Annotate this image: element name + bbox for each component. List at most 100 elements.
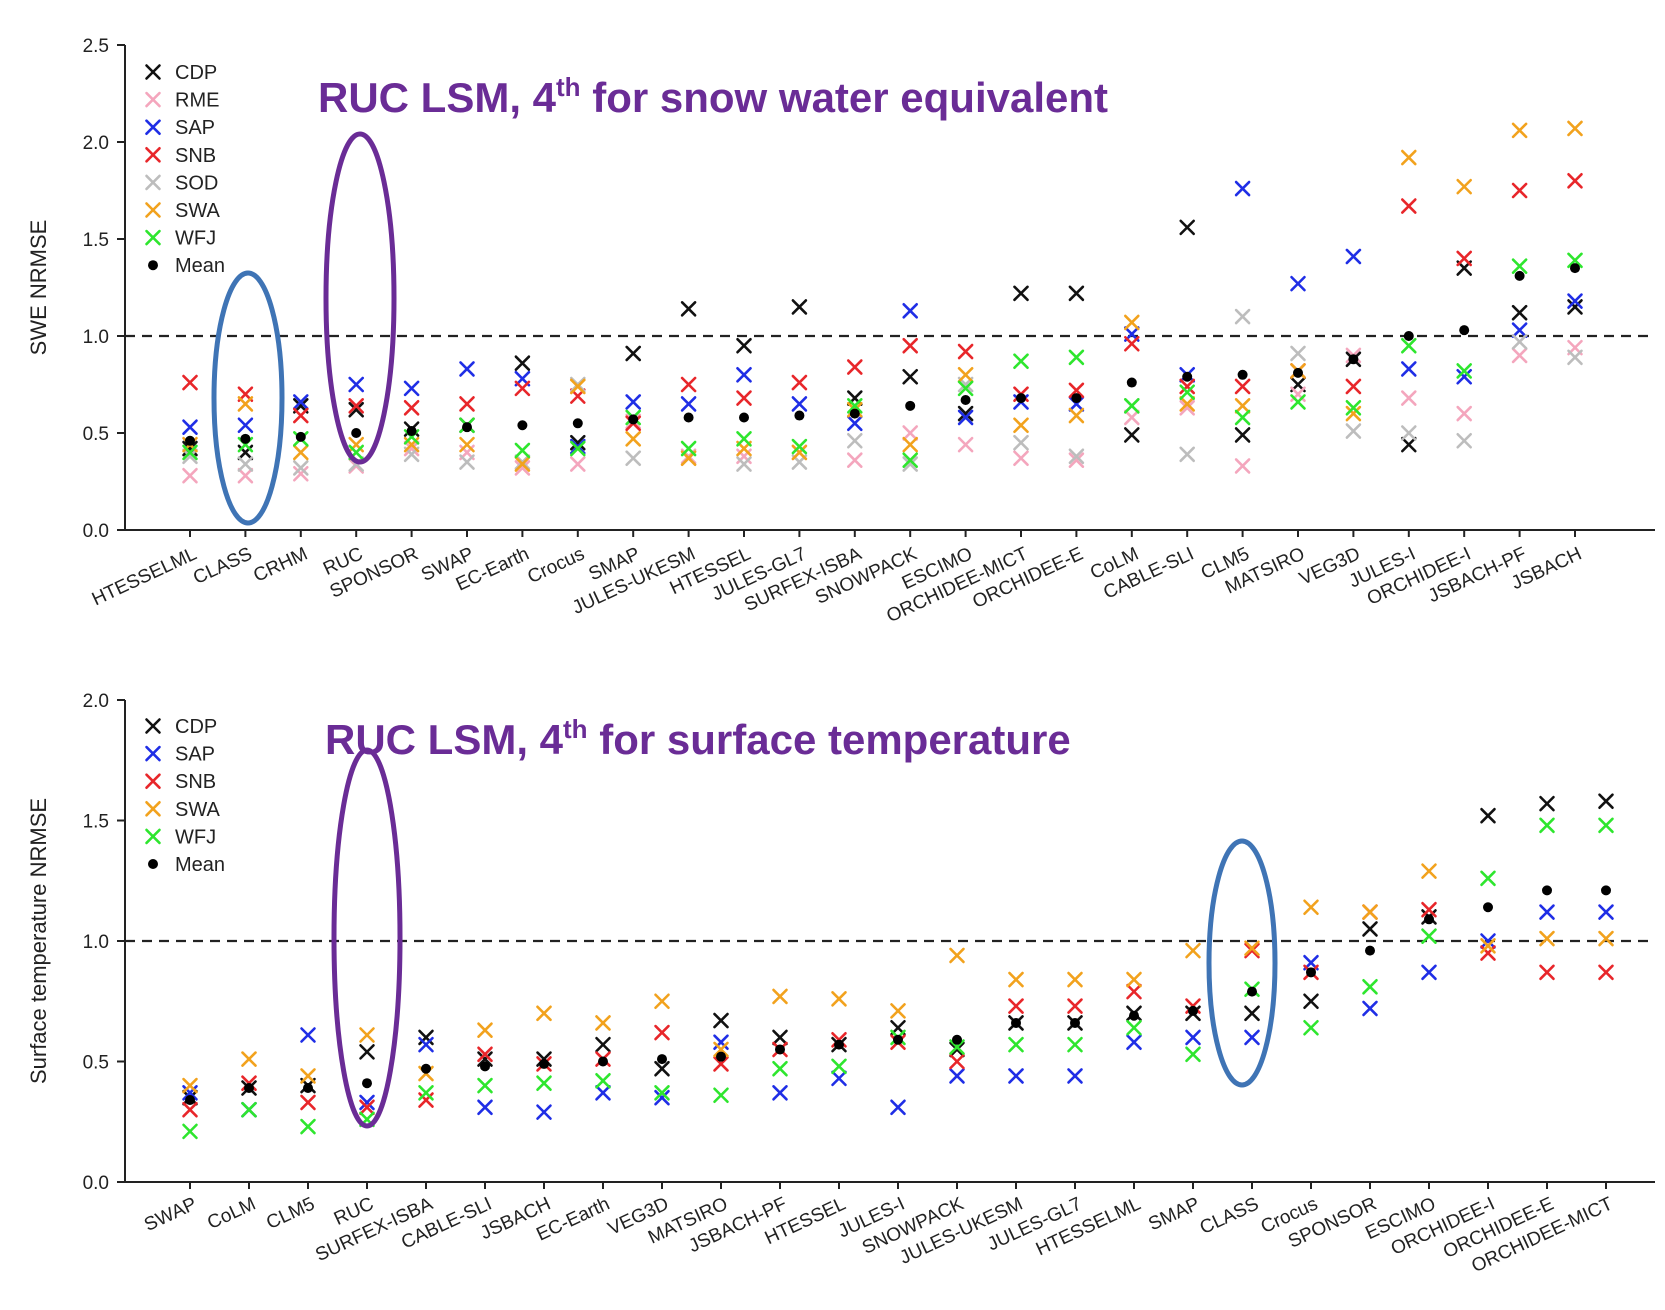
- mean-point: [1424, 914, 1434, 925]
- data-point-sod: [1401, 425, 1417, 441]
- legend-mean-marker: [148, 260, 158, 271]
- data-point-wfj: [1598, 817, 1614, 834]
- class-highlight-ellipse: [1206, 838, 1278, 1088]
- legend-entry: SAP: [175, 744, 215, 766]
- data-point-snb: [1401, 198, 1417, 214]
- ruc-highlight-ellipse: [323, 131, 397, 465]
- data-point-wfj: [300, 1118, 316, 1135]
- data-point-swa: [182, 1077, 198, 1094]
- data-point-sap: [595, 1085, 611, 1101]
- data-point-cdp: [1567, 299, 1583, 315]
- data-point-snb: [348, 398, 365, 414]
- data-point-cdp: [595, 1036, 611, 1053]
- data-point-rme: [1179, 399, 1195, 416]
- y-tick-label: 2.0: [83, 133, 109, 154]
- class-highlight-ellipse: [211, 270, 285, 526]
- data-point-rme: [902, 425, 919, 441]
- data-point-swa: [1456, 178, 1472, 195]
- data-point-snb: [1068, 382, 1085, 399]
- data-point-swa: [890, 1003, 906, 1019]
- mean-point: [362, 1078, 372, 1089]
- legend-entry: CDP: [175, 716, 217, 738]
- data-point-sod: [514, 454, 531, 470]
- data-point-sap: [1480, 933, 1496, 949]
- data-point-wfj: [1126, 1019, 1142, 1036]
- data-point-cdp: [680, 301, 697, 317]
- data-point-sod: [1013, 434, 1029, 451]
- legend: CDP RME SAP SNB SOD SWA WFJ Mean: [145, 62, 225, 277]
- mean-point: [295, 431, 306, 442]
- legend-entry: SNB: [175, 771, 216, 793]
- data-point-cdp: [1362, 921, 1378, 937]
- data-point-cdp: [1598, 793, 1614, 810]
- x-tick-label: SWAP: [141, 1193, 200, 1235]
- data-point-cdp: [902, 368, 919, 385]
- data-point-sod: [1068, 448, 1085, 465]
- data-point-sap: [1401, 361, 1417, 377]
- data-point-swa: [1068, 407, 1085, 424]
- data-point-rme: [846, 452, 863, 468]
- data-point-snb: [1008, 998, 1024, 1014]
- data-point-swa: [1185, 942, 1201, 959]
- mean-point: [1126, 377, 1137, 388]
- data-point-snb: [846, 359, 863, 375]
- panel-1: 0.0 0.5 1.0 1.5 2.0 2.5 SWE NRMSE HTESSELMLCLAS…: [26, 36, 1655, 627]
- data-point-cdp: [1244, 1005, 1260, 1022]
- data-point-swa: [625, 431, 642, 447]
- data-point-wfj: [1124, 398, 1140, 414]
- data-point-swa: [1179, 396, 1195, 412]
- data-point-sap: [292, 394, 309, 410]
- data-point-sap: [359, 1094, 375, 1111]
- y-tick-label: 0.5: [83, 1053, 109, 1074]
- mean-point: [421, 1063, 431, 1074]
- mean-point: [406, 426, 417, 437]
- data-point-snb: [403, 399, 420, 416]
- data-point-snb: [902, 337, 919, 354]
- mean-point: [739, 412, 749, 423]
- data-point-swa: [713, 1041, 729, 1058]
- data-point-snb: [949, 1053, 965, 1070]
- data-point-wfj: [1234, 409, 1251, 426]
- data-point-cdp: [957, 405, 974, 422]
- legend-entry: RME: [175, 90, 219, 112]
- x-tick-label: CLASS: [190, 543, 255, 588]
- legend-entry: WFJ: [175, 826, 216, 848]
- data-point-sap: [1511, 322, 1528, 338]
- data-point-sap: [536, 1104, 552, 1120]
- data-point-swa: [514, 456, 531, 472]
- data-point-wfj: [1480, 870, 1496, 887]
- mean-point: [794, 410, 805, 421]
- data-point-snb: [680, 376, 697, 393]
- data-point-wfj: [736, 431, 752, 447]
- data-point-cdp: [514, 355, 531, 371]
- data-point-swa: [1303, 899, 1319, 916]
- data-point-sap: [772, 1085, 788, 1101]
- data-point-sod: [459, 454, 475, 470]
- mean-point: [628, 414, 639, 425]
- mean-point: [1237, 369, 1248, 380]
- data-point-cdp: [713, 1012, 729, 1029]
- data-point-wfj: [1456, 363, 1472, 379]
- data-point-swa: [237, 396, 254, 412]
- data-point-snb: [1480, 945, 1496, 961]
- data-point-wfj: [1421, 928, 1437, 944]
- data-point-snb: [1124, 335, 1140, 352]
- data-point-rme: [957, 436, 974, 453]
- annotation-title: RUC LSM, 4th for snow water equivalent: [318, 72, 1108, 121]
- data-point-sap: [654, 1089, 670, 1106]
- legend-marker-snb: [145, 147, 161, 163]
- mean-point: [834, 1039, 844, 1050]
- mean-point: [1011, 1017, 1021, 1028]
- data-point-cdp: [791, 299, 808, 315]
- legend-marker-snb: [145, 773, 161, 790]
- data-point-snb: [654, 1024, 670, 1041]
- data-point-swa: [949, 947, 965, 964]
- data-point-snb: [1539, 964, 1555, 981]
- data-point-snb: [1511, 182, 1528, 199]
- data-point-swa: [1124, 314, 1140, 331]
- legend-entry: WFJ: [175, 228, 216, 250]
- data-point-snb: [418, 1092, 434, 1108]
- mean-point: [1293, 367, 1303, 378]
- data-point-sap: [1345, 248, 1362, 265]
